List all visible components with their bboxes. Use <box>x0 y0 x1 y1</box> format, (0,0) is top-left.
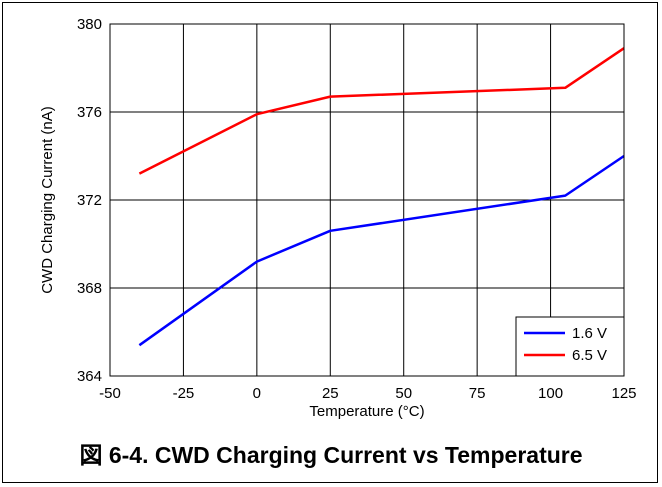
legend-label-6-5v: 6.5 V <box>572 347 607 364</box>
y-axis-label: CWD Charging Current (nA) <box>39 106 56 294</box>
legend-box <box>515 316 625 377</box>
figure-caption: 図 6-4. CWD Charging Current vs Temperatu… <box>79 442 583 468</box>
x-tick-label: 0 <box>253 385 261 402</box>
plot-border <box>109 23 625 377</box>
x-tick-label: 75 <box>469 385 486 402</box>
series-line-6-5-v <box>138 47 625 175</box>
x-tick-labels: -50 -25 0 25 50 75 100 125 <box>99 385 636 402</box>
x-tick-label: 50 <box>395 385 412 402</box>
y-tick-labels: 364 368 372 376 380 <box>77 16 102 385</box>
y-tick-label: 364 <box>77 368 102 385</box>
x-tick-label: 100 <box>538 385 563 402</box>
x-tick-label: 125 <box>611 385 636 402</box>
y-tick-label: 376 <box>77 104 102 121</box>
series-line-1-6-v <box>138 154 625 347</box>
series-lines <box>138 47 625 347</box>
y-tick-label: 380 <box>77 16 102 33</box>
y-tick-label: 368 <box>77 280 102 297</box>
x-tick-label: -25 <box>173 385 195 402</box>
legend-label-1-6v: 1.6 V <box>572 325 607 342</box>
x-tick-label: -50 <box>99 385 121 402</box>
y-tick-label: 372 <box>77 192 102 209</box>
x-axis-label: Temperature (°C) <box>309 403 424 420</box>
x-tick-label: 25 <box>322 385 339 402</box>
legend: 1.6 V 6.5 V <box>515 316 625 377</box>
